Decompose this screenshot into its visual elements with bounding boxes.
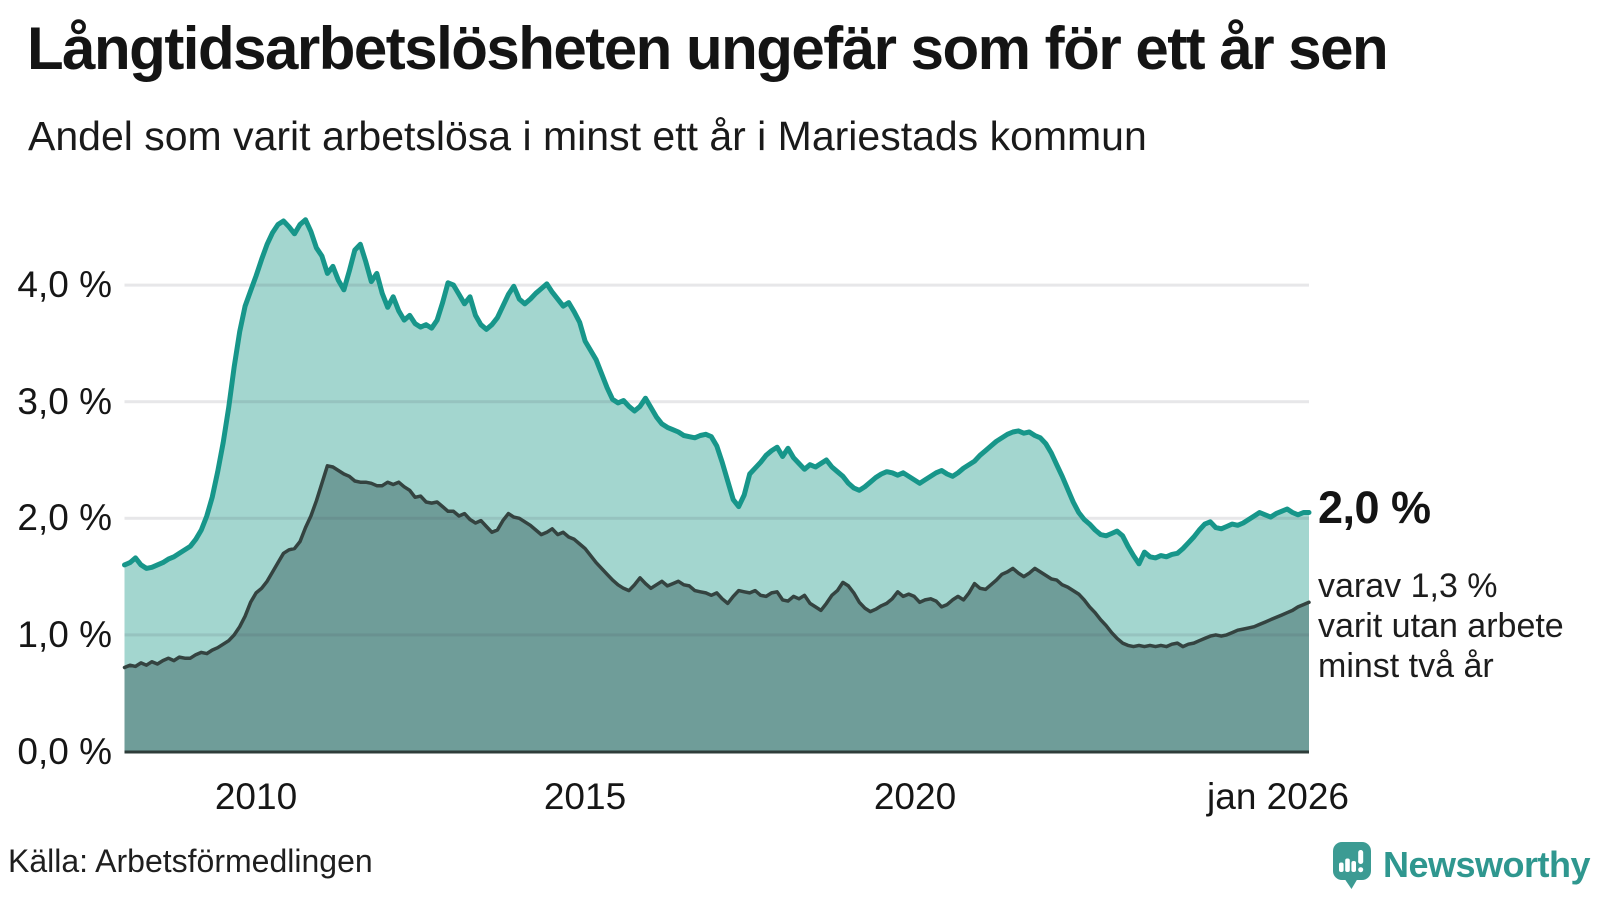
- x-tick-2015: 2015: [543, 776, 627, 817]
- gridline-4: [124, 283, 1309, 287]
- y-tick-3: 3,0 %: [17, 380, 112, 422]
- detail-line-1: varav 1,3 %: [1318, 567, 1498, 605]
- newsworthy-bubble-icon: [1332, 842, 1371, 889]
- series-1yr-line: [122, 217, 1312, 571]
- source-attribution: Källa: Arbetsförmedlingen: [8, 843, 373, 879]
- detail-line-3: minst två år: [1318, 647, 1494, 686]
- y-tick-1: 1,0 %: [17, 614, 112, 655]
- y-tick-0: 0,0 %: [17, 730, 112, 772]
- page-subtitle: Andel som varit arbetslösa i minst ett å…: [28, 113, 1147, 159]
- x-tick-2020: 2020: [873, 776, 957, 817]
- x-tick-jan-2026: jan 2026: [1207, 776, 1349, 817]
- x-axis-baseline: [124, 750, 1309, 754]
- page-title: Långtidsarbetslösheten ungefär som för e…: [27, 15, 1389, 82]
- gridline-2: [124, 516, 1309, 520]
- gridline-1: [124, 633, 1309, 637]
- y-tick-4: 4,0 %: [17, 264, 112, 305]
- chart-area-fills: [124, 219, 1309, 752]
- newsworthy-logo: Newsworthy: [1331, 840, 1591, 890]
- end-value-detail: varav 1,3 % varit utan arbete minst två …: [1318, 566, 1593, 686]
- y-tick-2: 2,0 %: [17, 497, 112, 538]
- detail-line-2: varit utan arbete: [1318, 607, 1564, 646]
- gridline-3: [124, 400, 1309, 404]
- end-value-total: 2,0 %: [1318, 482, 1431, 533]
- chart-gridlines: [124, 283, 1309, 637]
- chart-series-lines: [122, 217, 1312, 670]
- end-value-annotation: 2,0 % varav 1,3 % varit utan arbete mins…: [1318, 482, 1593, 686]
- series-2yr-area-fill: [124, 465, 1309, 752]
- series-2yr-line: [122, 464, 1311, 670]
- x-tick-2010: 2010: [214, 776, 298, 817]
- brand-name: Newsworthy: [1382, 844, 1591, 885]
